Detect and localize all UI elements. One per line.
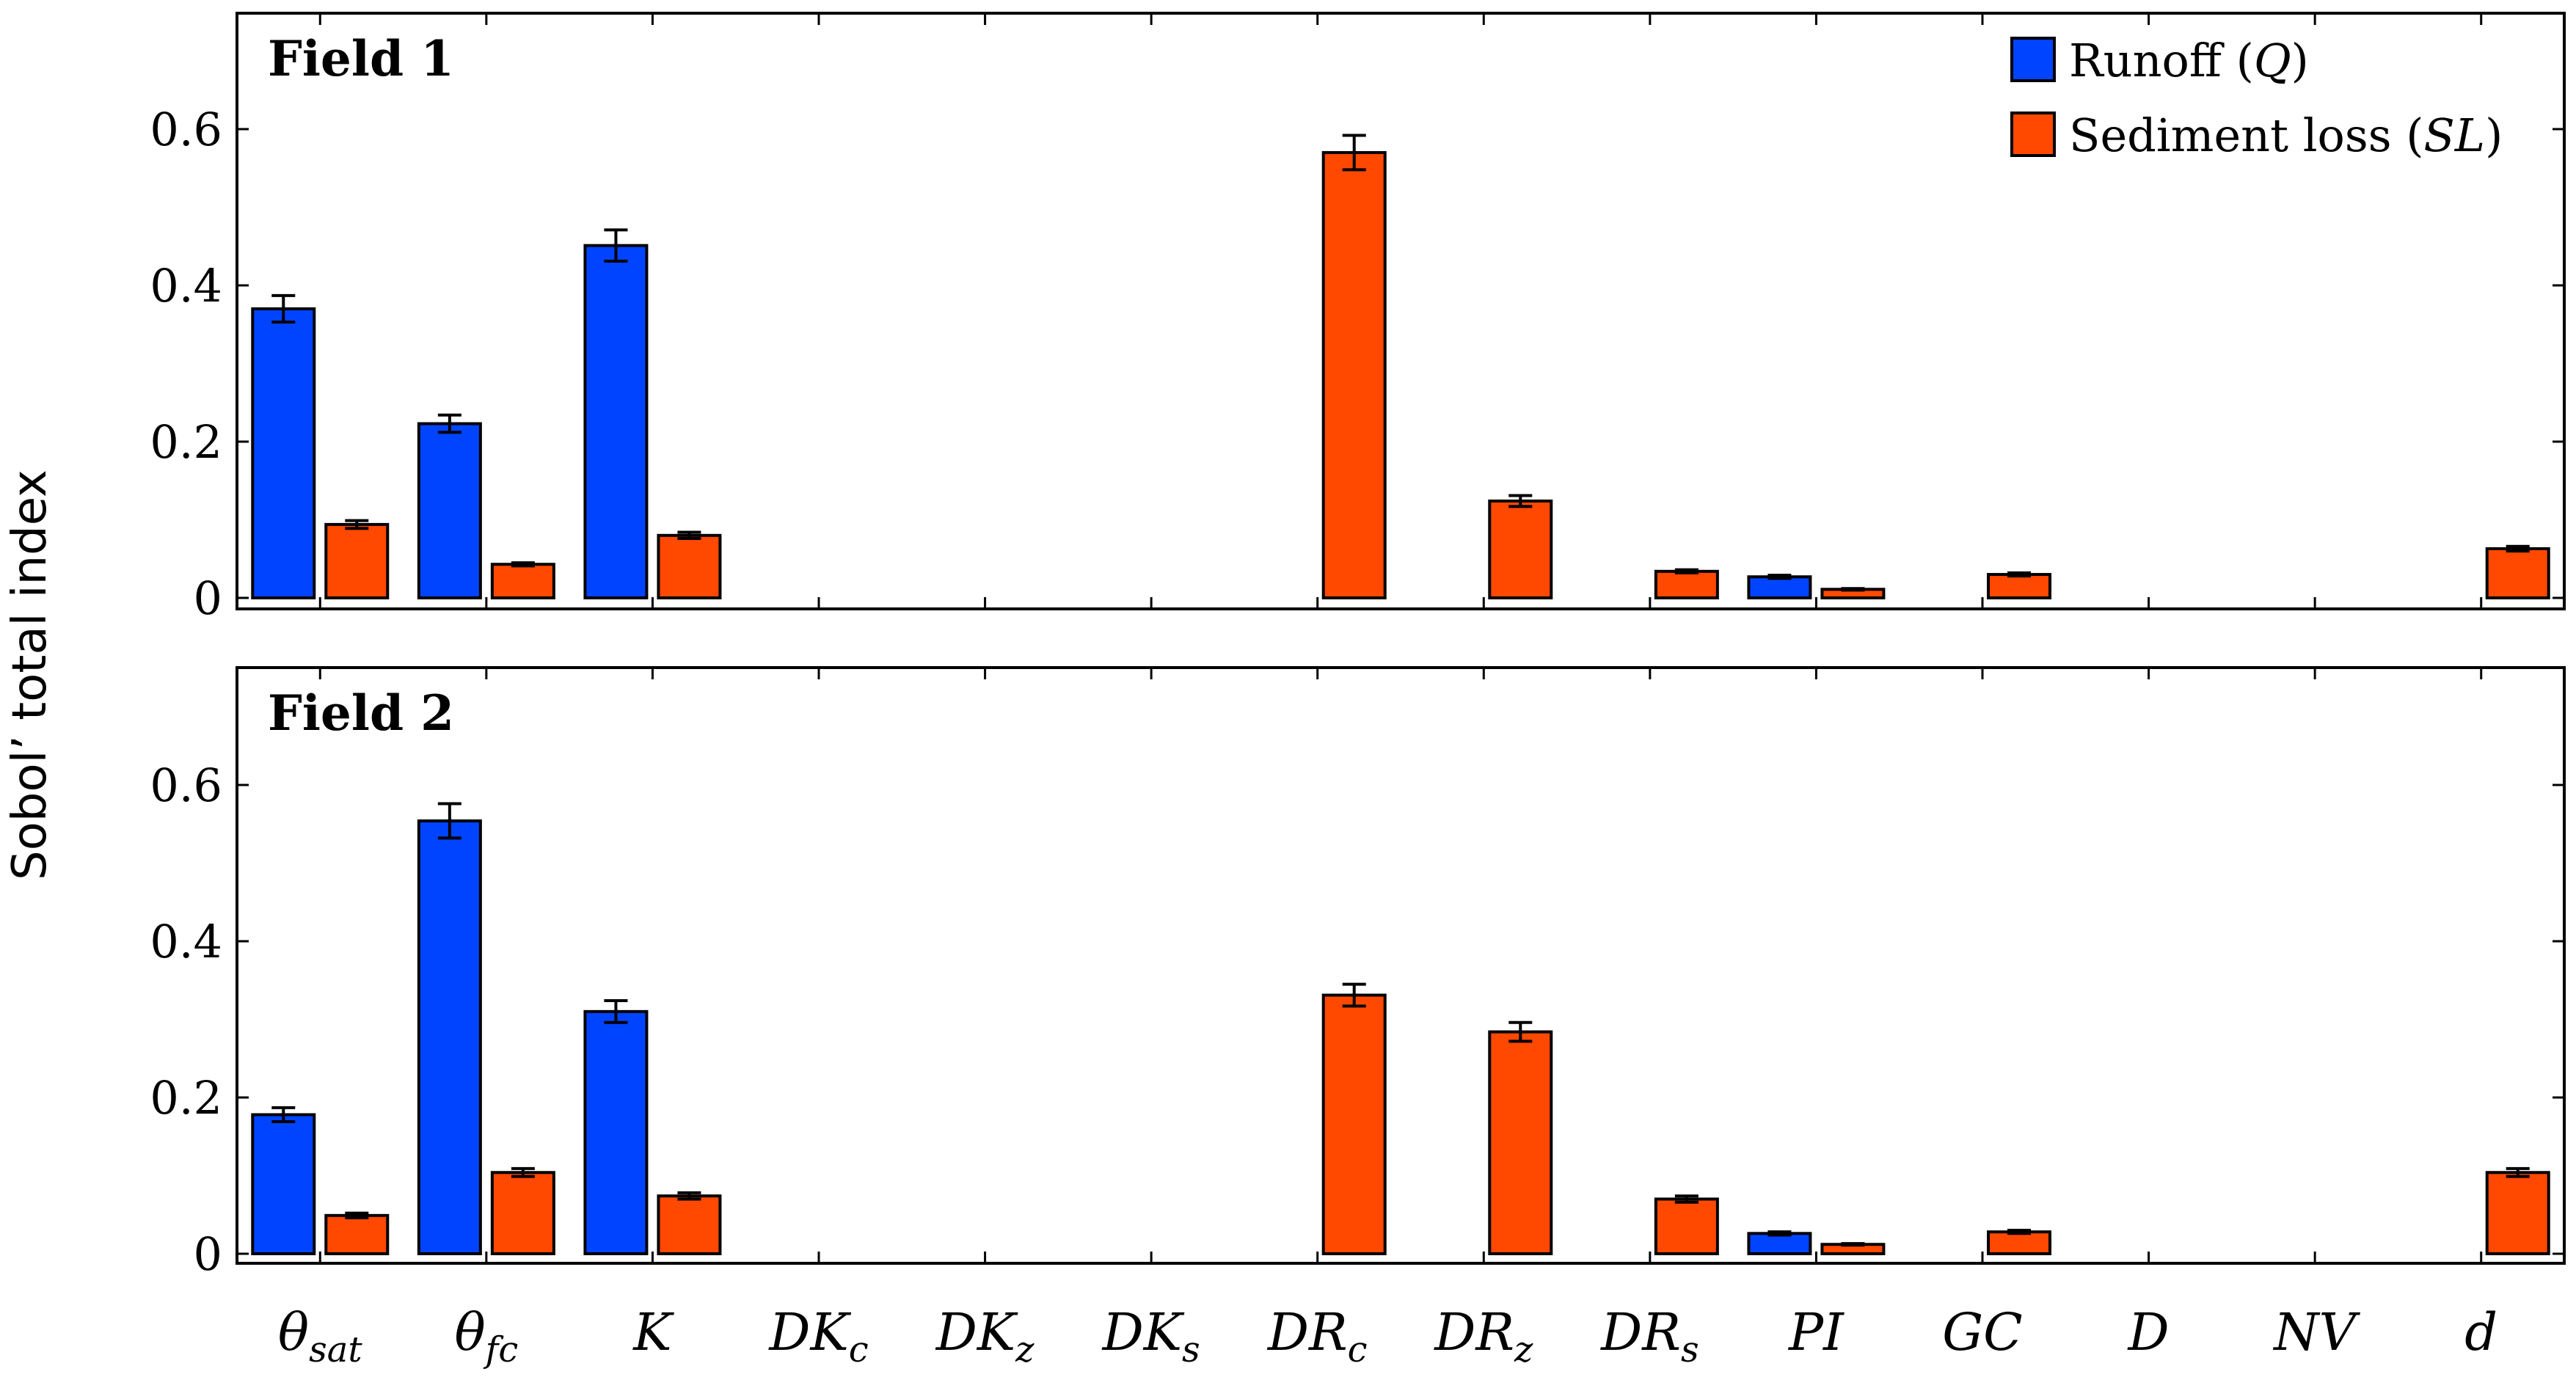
x-category-label: PI <box>1787 1302 1845 1362</box>
panel-title-field-1: Field 1 <box>268 30 454 87</box>
x-category-label: K <box>632 1302 674 1362</box>
bar-sediment-loss <box>1488 1030 1553 1256</box>
legend-swatch-sediment-loss <box>2010 112 2056 157</box>
y-tick-label: 0.2 <box>150 1071 222 1125</box>
x-category-label: DKs <box>1101 1302 1200 1370</box>
bar-runoff <box>1747 575 1812 599</box>
bar-runoff <box>251 1113 316 1256</box>
bar-sediment-loss <box>2485 1171 2550 1255</box>
y-tick-label: 0 <box>194 1227 222 1281</box>
x-category-label: DRz <box>1433 1302 1533 1370</box>
bar-sediment-loss <box>490 1171 555 1255</box>
x-category-label: NV <box>2272 1302 2360 1362</box>
y-tick-label: 0.2 <box>150 415 222 469</box>
bar-sediment-loss <box>324 522 390 600</box>
bar-sediment-loss <box>1987 573 2051 599</box>
y-tick-label: 0.4 <box>150 915 222 968</box>
x-category-label: DKz <box>935 1302 1035 1370</box>
bar-runoff <box>417 819 482 1255</box>
x-category-label: DKc <box>767 1302 868 1370</box>
bar-runoff <box>583 244 649 599</box>
bar-sediment-loss <box>1488 499 1553 599</box>
legend-label-sediment-loss: Sediment loss (SL) <box>2069 109 2503 162</box>
x-category-label: D <box>2127 1302 2170 1362</box>
bar-runoff <box>1747 1232 1812 1256</box>
x-category-label: θsat <box>278 1302 362 1370</box>
legend-swatch-runoff <box>2010 37 2056 82</box>
y-tick-label: 0.6 <box>150 103 222 156</box>
plot-frame-2 <box>236 666 2566 1265</box>
bar-sediment-loss <box>1654 569 1719 599</box>
bar-sediment-loss <box>1321 993 1387 1255</box>
bar-sediment-loss <box>1987 1230 2051 1256</box>
bar-sediment-loss <box>657 533 722 599</box>
bar-sediment-loss <box>1654 1197 1719 1255</box>
bar-sediment-loss <box>1321 150 1387 599</box>
y-tick-label: 0.6 <box>150 759 222 812</box>
x-category-label: d <box>2464 1302 2497 1362</box>
bar-sediment-loss <box>490 563 555 600</box>
y-tick-label: 0 <box>194 571 222 625</box>
x-category-label: DRc <box>1266 1302 1368 1370</box>
bar-sediment-loss <box>657 1194 722 1255</box>
bar-runoff <box>583 1009 649 1255</box>
bar-runoff <box>417 422 482 599</box>
y-axis-label: Sobol’ total index <box>3 470 57 880</box>
x-category-label: θfc <box>454 1302 518 1370</box>
plot-frame-1 <box>236 12 2566 610</box>
panel-title-field-2: Field 2 <box>268 684 454 742</box>
bar-sediment-loss <box>2485 547 2550 600</box>
bar-runoff <box>251 307 316 599</box>
x-category-label: DRs <box>1599 1302 1699 1370</box>
x-category-label: GC <box>1942 1302 2022 1362</box>
bar-sediment-loss <box>324 1213 390 1255</box>
legend-label-runoff: Runoff (Q) <box>2069 34 2309 87</box>
y-tick-label: 0.4 <box>150 259 222 313</box>
